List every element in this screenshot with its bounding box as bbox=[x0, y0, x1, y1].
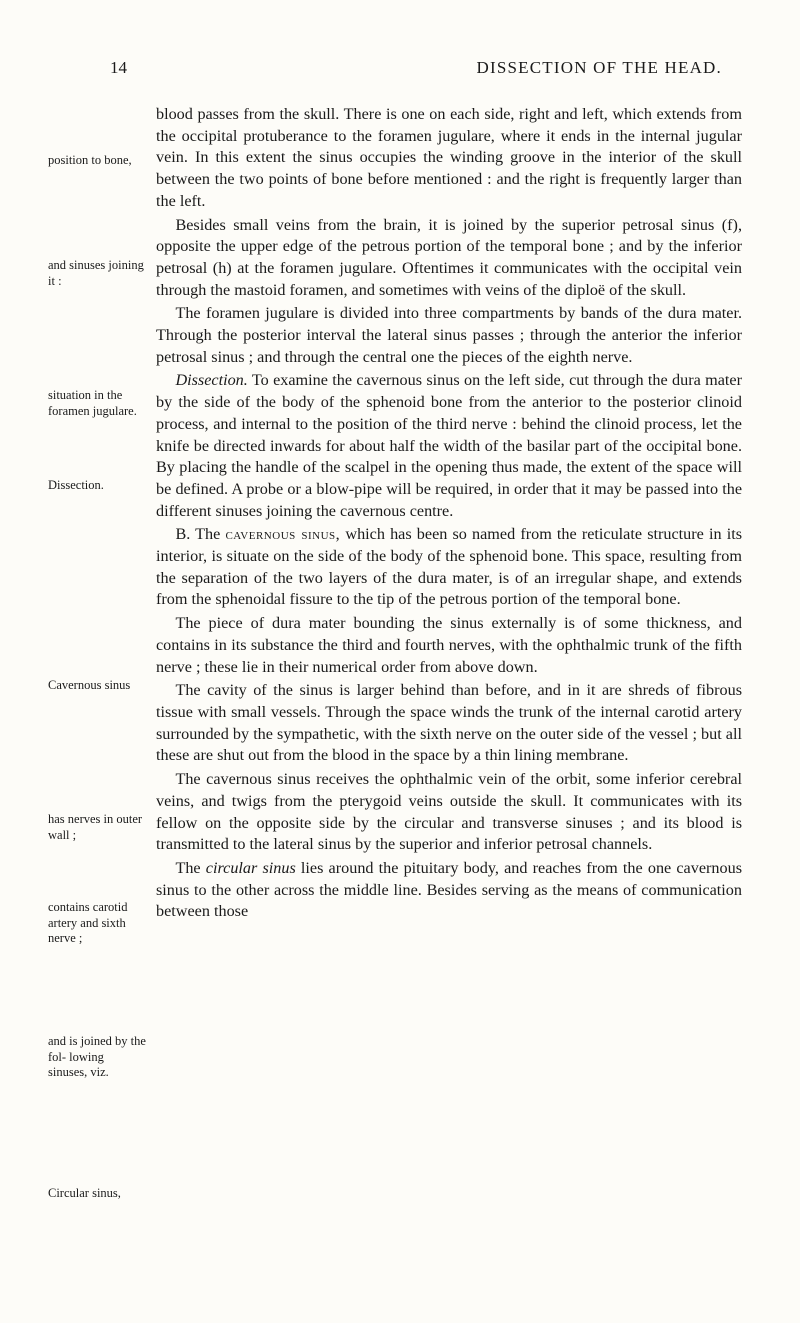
margin-note: position to bone, bbox=[48, 153, 146, 169]
margin-note: has nerves in outer wall ; bbox=[48, 812, 146, 843]
margin-note: Dissection. bbox=[48, 478, 146, 494]
paragraph: Dissection. To examine the cavernous sin… bbox=[156, 370, 742, 522]
paragraph: Besides small veins from the brain, it i… bbox=[156, 215, 742, 302]
margin-note: and is joined by the fol- lowing sinuses… bbox=[48, 1034, 146, 1081]
paragraph: B. The cavernous sinus, which has been s… bbox=[156, 524, 742, 611]
page-number: 14 bbox=[110, 58, 127, 78]
inline-italic: circular sinus bbox=[206, 859, 296, 877]
running-head: DISSECTION OF THE HEAD. bbox=[477, 58, 722, 78]
paragraph: The foramen jugulare is divided into thr… bbox=[156, 303, 742, 368]
paragraph: The piece of dura mater bounding the sin… bbox=[156, 613, 742, 678]
inline-smallcaps: cavernous sinus, bbox=[225, 525, 340, 543]
paragraph-text: B. The bbox=[175, 525, 225, 543]
paragraph: The cavernous sinus receives the ophthal… bbox=[156, 769, 742, 856]
margin-note: Cavernous sinus bbox=[48, 678, 146, 694]
paragraph: blood passes from the skull. There is on… bbox=[156, 104, 742, 213]
paragraph-text: The bbox=[175, 859, 205, 877]
paragraph: The circular sinus lies around the pitui… bbox=[156, 858, 742, 923]
main-text-column: blood passes from the skull. There is on… bbox=[156, 104, 752, 925]
inline-italic: Dissection. bbox=[175, 371, 247, 389]
paragraph-text: To examine the cavernous sinus on the le… bbox=[156, 371, 742, 519]
paragraph: The cavity of the sinus is larger behind… bbox=[156, 680, 742, 767]
margin-note: and sinuses joining it : bbox=[48, 258, 146, 289]
margin-note: Circular sinus, bbox=[48, 1186, 146, 1202]
margin-note: situation in the foramen jugulare. bbox=[48, 388, 146, 419]
margin-note: contains carotid artery and sixth nerve … bbox=[48, 900, 146, 947]
